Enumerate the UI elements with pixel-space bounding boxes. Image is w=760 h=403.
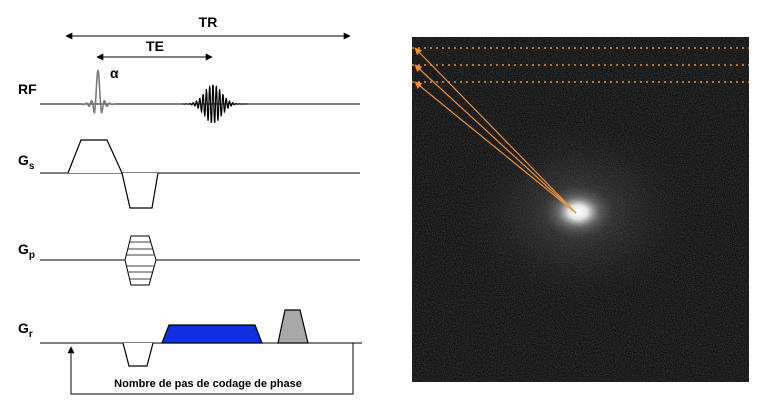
kspace-arrow-3 xyxy=(414,81,577,214)
gp-row: Gp xyxy=(18,235,360,286)
phase-loop: Nombre de pas de codage de phase xyxy=(67,343,354,395)
phase-encoding-table xyxy=(124,235,157,286)
echo-signal xyxy=(182,84,248,123)
slice-rephase-lobe xyxy=(121,172,159,209)
kspace-arrow-1 xyxy=(414,47,577,214)
gp-label: Gp xyxy=(18,241,35,261)
slice-select-lobe xyxy=(67,139,123,174)
readout-dephase-lobe xyxy=(122,342,154,367)
kspace-image xyxy=(412,37,749,382)
spoiler-gradient-lobe xyxy=(277,309,309,344)
phase-encoding-steps xyxy=(126,241,154,280)
gs-row: Gs xyxy=(18,139,360,209)
flip-angle-label: α xyxy=(110,65,119,81)
te-timing: TE xyxy=(96,38,213,61)
tr-timing: TR xyxy=(65,14,351,40)
rf-row: RF α xyxy=(18,65,360,123)
tr-label: TR xyxy=(199,14,218,30)
kspace-arrow-2 xyxy=(414,64,577,214)
gr-label: Gr xyxy=(18,320,33,340)
readout-gradient-lobe xyxy=(161,324,263,344)
loop-caption: Nombre de pas de codage de phase xyxy=(114,378,302,390)
loop-arrow-icon xyxy=(67,343,354,395)
rf-label: RF xyxy=(18,81,37,97)
gr-row: Gr xyxy=(18,309,362,367)
kspace-lines xyxy=(412,47,749,83)
kspace-trajectory-arrows xyxy=(414,47,577,214)
rf-excitation-pulse xyxy=(81,69,115,114)
gs-label: Gs xyxy=(18,152,35,172)
te-label: TE xyxy=(146,38,164,54)
